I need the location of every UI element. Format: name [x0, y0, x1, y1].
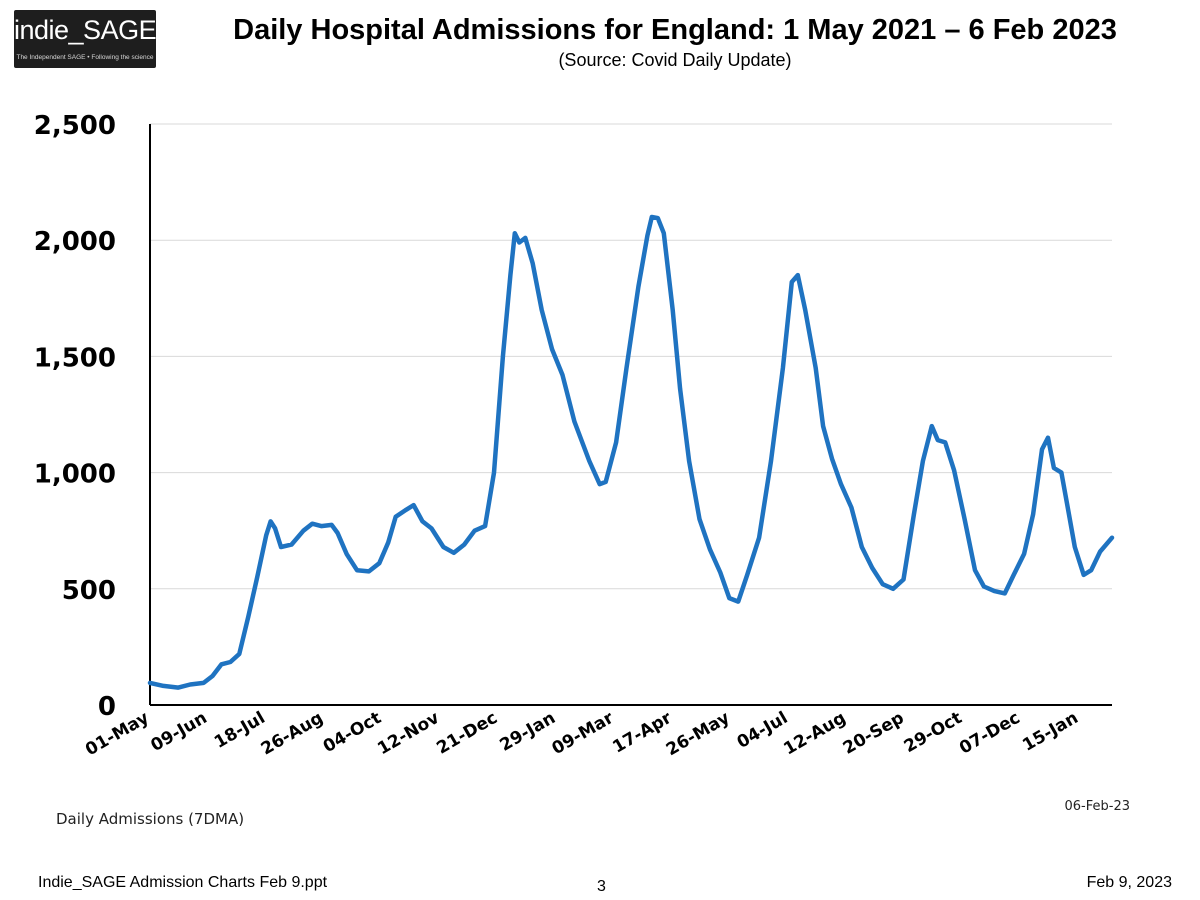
x-tick-label: 20-Sep — [840, 708, 908, 759]
y-tick-label: 0 — [98, 692, 116, 722]
x-tick-label: 04-Oct — [320, 708, 385, 757]
x-tick-label: 12-Aug — [780, 708, 849, 759]
chart-subtitle: (Source: Covid Daily Update) — [558, 50, 792, 70]
axes — [149, 124, 1112, 706]
series-line-0 — [147, 214, 1115, 690]
series — [147, 214, 1115, 690]
y-tick-labels: 0 500 1,000 1,500 2,000 2,500 — [34, 111, 116, 722]
footer-date: Feb 9, 2023 — [1086, 874, 1172, 891]
x-tick-label: 26-May — [663, 708, 733, 760]
x-tick-label: 29-Oct — [901, 708, 966, 757]
x-tick-label: 07-Dec — [956, 708, 1024, 759]
annotations: Daily Admissions (7DMA) 06-Feb-23 — [56, 799, 1130, 828]
y-tick-label: 1,500 — [34, 343, 116, 373]
x-tick-label: 26-Aug — [258, 708, 327, 759]
x-tick-label: 29-Jan — [497, 708, 560, 756]
x-tick-label: 09-Jun — [148, 708, 211, 756]
series-label-annotation: Daily Admissions (7DMA) — [56, 810, 244, 828]
x-tick-label: 12-Nov — [374, 708, 443, 759]
logo-text: indie_SAGE — [14, 15, 157, 45]
x-tick-label: 21-Dec — [433, 708, 501, 759]
y-tick-label: 2,500 — [34, 111, 116, 141]
logo-tagline: The Independent SAGE • Following the sci… — [16, 54, 154, 61]
footer-page-number: 3 — [597, 878, 606, 895]
data-date-annotation: 06-Feb-23 — [1065, 799, 1130, 814]
y-tick-label: 500 — [62, 576, 116, 606]
gridlines — [150, 123, 1112, 590]
footer-filename: Indie_SAGE Admission Charts Feb 9.ppt — [38, 874, 328, 891]
indie-sage-logo: indie_SAGE The Independent SAGE • Follow… — [14, 10, 157, 68]
x-tick-label: 09-Mar — [549, 708, 618, 759]
y-tick-label: 1,000 — [34, 460, 116, 490]
x-tick-label: 01-May — [82, 708, 152, 760]
x-tick-label: 17-Apr — [609, 708, 675, 758]
y-tick-label: 2,000 — [34, 227, 116, 257]
chart-title: Daily Hospital Admissions for England: 1… — [233, 14, 1117, 46]
x-tick-label: 15-Jan — [1019, 708, 1082, 756]
